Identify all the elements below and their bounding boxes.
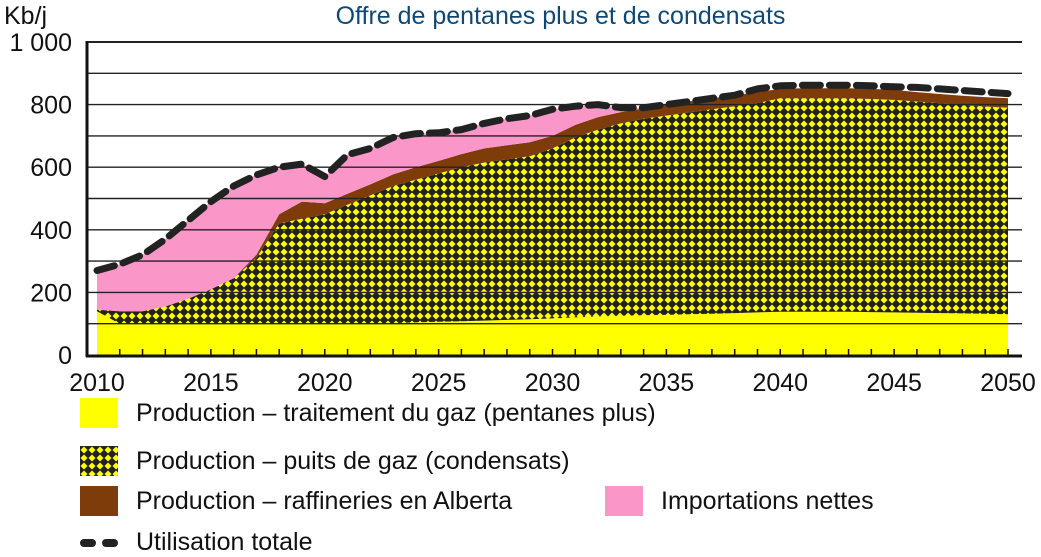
svg-text:800: 800	[30, 92, 72, 120]
svg-text:2040: 2040	[752, 369, 808, 395]
checker-swatch-icon	[80, 446, 118, 476]
svg-text:400: 400	[30, 217, 72, 245]
area-series-1	[97, 98, 1008, 324]
y-axis-unit-label: Kb/j	[4, 2, 48, 30]
legend-label: Production – traitement du gaz (pentanes…	[136, 398, 656, 427]
pink-swatch-icon	[605, 486, 643, 516]
svg-text:2025: 2025	[411, 369, 467, 395]
legend-label: Importations nettes	[661, 486, 874, 515]
legend-label: Production – puits de gaz (condensats)	[136, 446, 570, 475]
legend-item-utilisation-totale: Utilisation totale	[80, 528, 312, 557]
legend-item-condensats: Production – puits de gaz (condensats)	[80, 446, 570, 476]
svg-text:2015: 2015	[183, 369, 239, 395]
axes	[85, 41, 1022, 358]
svg-text:2010: 2010	[69, 369, 125, 395]
svg-text:200: 200	[30, 279, 72, 307]
brown-swatch-icon	[80, 486, 118, 516]
area-layers	[97, 88, 1008, 355]
svg-text:0: 0	[58, 342, 72, 370]
area-series-3	[97, 88, 1008, 312]
yellow-swatch-icon	[80, 398, 118, 428]
legend-item-importations: Importations nettes	[605, 486, 874, 516]
total-usage-line	[93, 81, 1012, 274]
svg-text:2020: 2020	[297, 369, 353, 395]
svg-text:2050: 2050	[980, 369, 1036, 395]
chart-title: Offre de pentanes plus et de condensats	[335, 2, 786, 30]
svg-text:2045: 2045	[866, 369, 922, 395]
y-axis-ticks: 0 200 400 600 800 1 000	[9, 29, 72, 370]
svg-text:1 000: 1 000	[9, 29, 72, 57]
dashed-line-icon	[80, 538, 118, 547]
svg-text:600: 600	[30, 154, 72, 182]
legend-label: Production – raffineries en Alberta	[136, 486, 513, 515]
svg-text:2030: 2030	[525, 369, 581, 395]
legend-item-pentanes-plus: Production – traitement du gaz (pentanes…	[80, 398, 656, 428]
gridlines	[87, 41, 1022, 325]
svg-text:2035: 2035	[639, 369, 695, 395]
legend-label: Utilisation totale	[136, 528, 313, 556]
legend-item-raffineries: Production – raffineries en Alberta	[80, 486, 512, 516]
x-axis-ticks: 2010 2015 2020 2025 2030 2035 2040 2045 2050	[69, 349, 1036, 395]
area-series-0	[97, 311, 1008, 355]
